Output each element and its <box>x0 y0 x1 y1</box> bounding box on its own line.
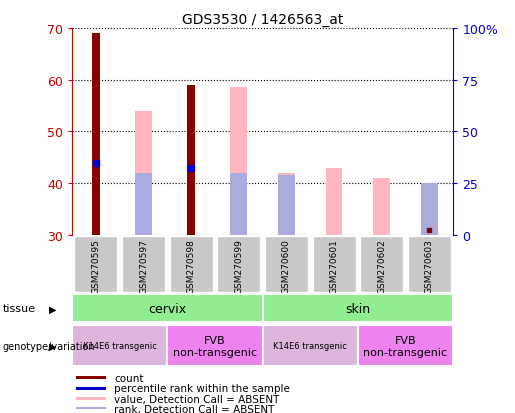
Text: FVB
non-transgenic: FVB non-transgenic <box>173 335 257 357</box>
FancyBboxPatch shape <box>408 237 451 292</box>
FancyBboxPatch shape <box>265 237 308 292</box>
Text: cervix: cervix <box>148 302 186 315</box>
Text: GSM270602: GSM270602 <box>377 238 386 293</box>
Bar <box>278 173 295 235</box>
FancyBboxPatch shape <box>76 387 107 390</box>
FancyBboxPatch shape <box>217 237 260 292</box>
Bar <box>231 88 247 235</box>
Bar <box>187 86 196 235</box>
Bar <box>92 34 100 235</box>
Bar <box>231 173 247 235</box>
Text: GSM270603: GSM270603 <box>425 238 434 293</box>
FancyBboxPatch shape <box>72 295 263 323</box>
Text: FVB
non-transgenic: FVB non-transgenic <box>364 335 448 357</box>
FancyBboxPatch shape <box>263 295 453 323</box>
FancyBboxPatch shape <box>360 237 403 292</box>
Text: ▶: ▶ <box>49 341 57 351</box>
Text: K14E6 transgenic: K14E6 transgenic <box>83 342 157 350</box>
FancyBboxPatch shape <box>358 325 453 366</box>
FancyBboxPatch shape <box>170 237 213 292</box>
Title: GDS3530 / 1426563_at: GDS3530 / 1426563_at <box>182 12 344 26</box>
Bar <box>135 112 152 235</box>
Text: ▶: ▶ <box>49 304 57 314</box>
Text: skin: skin <box>346 302 370 315</box>
FancyBboxPatch shape <box>76 397 107 400</box>
FancyBboxPatch shape <box>76 376 107 380</box>
Bar <box>135 173 152 235</box>
FancyBboxPatch shape <box>313 237 355 292</box>
FancyBboxPatch shape <box>263 325 358 366</box>
Text: tissue: tissue <box>3 304 36 314</box>
Bar <box>326 168 342 235</box>
Bar <box>373 178 390 235</box>
Text: GSM270601: GSM270601 <box>330 238 338 293</box>
Text: count: count <box>114 373 144 383</box>
FancyBboxPatch shape <box>72 325 167 366</box>
Text: GSM270600: GSM270600 <box>282 238 291 293</box>
Text: K14E6 transgenic: K14E6 transgenic <box>273 342 347 350</box>
FancyBboxPatch shape <box>76 407 107 411</box>
Text: value, Detection Call = ABSENT: value, Detection Call = ABSENT <box>114 394 280 404</box>
Bar <box>421 184 438 235</box>
Text: GSM270597: GSM270597 <box>139 238 148 293</box>
FancyBboxPatch shape <box>167 325 263 366</box>
Text: GSM270595: GSM270595 <box>92 238 100 293</box>
Text: genotype/variation: genotype/variation <box>3 341 95 351</box>
FancyBboxPatch shape <box>122 237 165 292</box>
Text: percentile rank within the sample: percentile rank within the sample <box>114 383 290 393</box>
Text: GSM270599: GSM270599 <box>234 238 243 293</box>
Bar <box>278 176 295 235</box>
Text: GSM270598: GSM270598 <box>187 238 196 293</box>
FancyBboxPatch shape <box>75 237 117 292</box>
Text: rank, Detection Call = ABSENT: rank, Detection Call = ABSENT <box>114 404 274 413</box>
